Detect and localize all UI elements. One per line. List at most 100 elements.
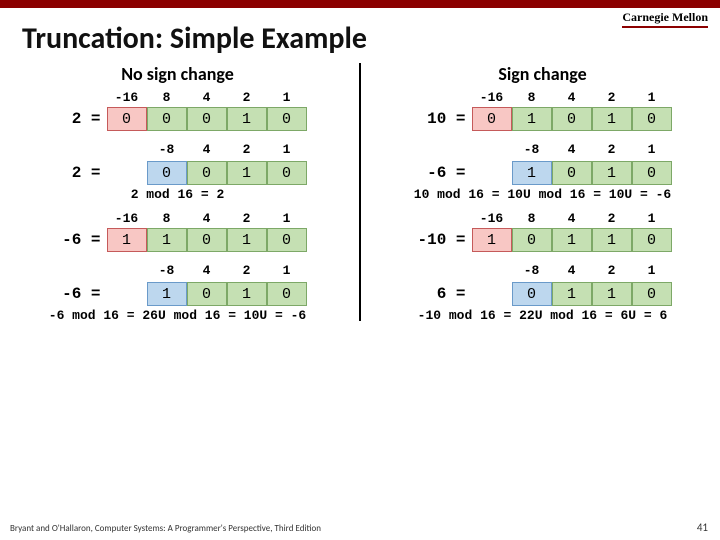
bit-weight-cell: 4 — [552, 208, 592, 228]
bit-weight-header-row: -168421 — [414, 208, 672, 228]
bit-weight-cell: 2 — [592, 139, 632, 159]
bit-cell: 1 — [227, 282, 267, 306]
right-column: Sign change -16842110 =01010-8421-6 =101… — [365, 63, 720, 329]
left-column: No sign change -1684212 =00010-84212 =00… — [0, 63, 355, 329]
bit-weight-cell: 2 — [227, 87, 267, 107]
equation-text: 2 mod 16 = 2 — [131, 187, 225, 202]
bit-cell: 0 — [632, 228, 672, 252]
bit-cell: 0 — [267, 228, 307, 252]
bit-weight-header-row: -8421 — [49, 137, 307, 161]
bit-cell: 1 — [107, 228, 147, 252]
bit-weight-cell: 4 — [552, 260, 592, 280]
bit-value-row: -10 =10110 — [414, 228, 672, 252]
bit-weight-cell: -8 — [147, 139, 187, 159]
bit-weight-cell: 1 — [267, 208, 307, 228]
bit-cell: 1 — [472, 228, 512, 252]
spacer-cell — [472, 161, 512, 185]
bit-weight-cell: -16 — [107, 87, 147, 107]
bit-value-row: 6 =0110 — [414, 282, 672, 306]
page-title: Truncation: Simple Example — [22, 20, 720, 57]
bit-cell: 0 — [187, 228, 227, 252]
bit-weight-cell: -8 — [147, 260, 187, 280]
bit-cell: 1 — [592, 282, 632, 306]
bit-cell: 1 — [512, 107, 552, 131]
left-group-1: -1684212 =00010-84212 =00102 mod 16 = 2 — [49, 87, 307, 202]
bit-weight-cell: 1 — [267, 139, 307, 159]
bit-cell: 1 — [552, 282, 592, 306]
top-bar — [0, 0, 720, 8]
bit-weight-cell: -16 — [472, 208, 512, 228]
column-divider — [359, 63, 361, 321]
bit-weight-cell: 8 — [512, 87, 552, 107]
bit-cell: 1 — [592, 107, 632, 131]
bit-weight-header-row: -8421 — [49, 258, 307, 282]
bit-weight-cell: 1 — [632, 87, 672, 107]
spacer-cell — [107, 258, 147, 282]
bit-value-row: 2 =0010 — [49, 161, 307, 185]
right-group-1: -16842110 =01010-8421-6 =101010 mod 16 =… — [414, 87, 672, 202]
row-label: 10 = — [414, 110, 472, 128]
row-label: 6 = — [414, 285, 472, 303]
bit-weight-header-row: -8421 — [414, 258, 672, 282]
bit-weight-header-row: -168421 — [414, 87, 672, 107]
row-label: -6 = — [49, 285, 107, 303]
row-label: -6 = — [414, 164, 472, 182]
equation-text: -6 mod 16 = 26U mod 16 = 10U = -6 — [49, 308, 306, 323]
bit-weight-cell: 1 — [267, 260, 307, 280]
bit-weight-cell: 4 — [187, 87, 227, 107]
bit-weight-cell: 1 — [632, 260, 672, 280]
bit-cell: 1 — [592, 228, 632, 252]
spacer-cell — [472, 137, 512, 161]
bit-cell: 1 — [147, 282, 187, 306]
bit-weight-cell: 8 — [147, 87, 187, 107]
bit-weight-cell: 8 — [147, 208, 187, 228]
bit-weight-cell: -8 — [512, 139, 552, 159]
bit-cell: 0 — [187, 107, 227, 131]
bit-cell: 0 — [267, 161, 307, 185]
bit-cell: 0 — [187, 282, 227, 306]
bit-cell: 0 — [512, 282, 552, 306]
row-label: -10 = — [414, 231, 472, 249]
bit-weight-cell: 2 — [227, 208, 267, 228]
bit-weight-header-row: -168421 — [49, 208, 307, 228]
columns: No sign change -1684212 =00010-84212 =00… — [0, 63, 720, 329]
bit-weight-cell: 8 — [512, 208, 552, 228]
row-label: 2 = — [49, 110, 107, 128]
right-col-header: Sign change — [498, 63, 586, 85]
bit-cell: 0 — [267, 107, 307, 131]
footer-text: Bryant and O'Hallaron, Computer Systems:… — [10, 523, 321, 534]
spacer-cell — [107, 137, 147, 161]
bit-cell: 0 — [107, 107, 147, 131]
bit-cell: 0 — [147, 161, 187, 185]
bit-weight-cell: 4 — [552, 87, 592, 107]
bit-value-row: -6 =1010 — [414, 161, 672, 185]
bit-cell: 1 — [147, 228, 187, 252]
bit-weight-cell: 2 — [592, 87, 632, 107]
spacer-cell — [107, 161, 147, 185]
bit-weight-cell: 4 — [187, 208, 227, 228]
equation-text: 10 mod 16 = 10U mod 16 = 10U = -6 — [414, 187, 671, 202]
bit-cell: 1 — [512, 161, 552, 185]
bit-weight-cell: 2 — [592, 208, 632, 228]
bit-cell: 0 — [147, 107, 187, 131]
bit-value-row: -6 =11010 — [49, 228, 307, 252]
bit-cell: 1 — [227, 161, 267, 185]
bit-weight-cell: -16 — [472, 87, 512, 107]
bit-value-row: 2 =00010 — [49, 107, 307, 131]
bit-weight-cell: 2 — [227, 139, 267, 159]
bit-cell: 0 — [632, 107, 672, 131]
bit-weight-cell: -16 — [107, 208, 147, 228]
bit-weight-cell: 2 — [227, 260, 267, 280]
bit-cell: 0 — [267, 282, 307, 306]
row-label: 2 = — [49, 164, 107, 182]
bit-cell: 1 — [552, 228, 592, 252]
bit-weight-cell: -8 — [512, 260, 552, 280]
bit-weight-header-row: -8421 — [414, 137, 672, 161]
bit-cell: 0 — [632, 161, 672, 185]
bit-cell: 0 — [632, 282, 672, 306]
corner-brand: Carnegie Mellon — [622, 10, 708, 28]
bit-weight-header-row: -168421 — [49, 87, 307, 107]
bit-cell: 1 — [227, 107, 267, 131]
bit-cell: 1 — [227, 228, 267, 252]
bit-cell: 1 — [592, 161, 632, 185]
